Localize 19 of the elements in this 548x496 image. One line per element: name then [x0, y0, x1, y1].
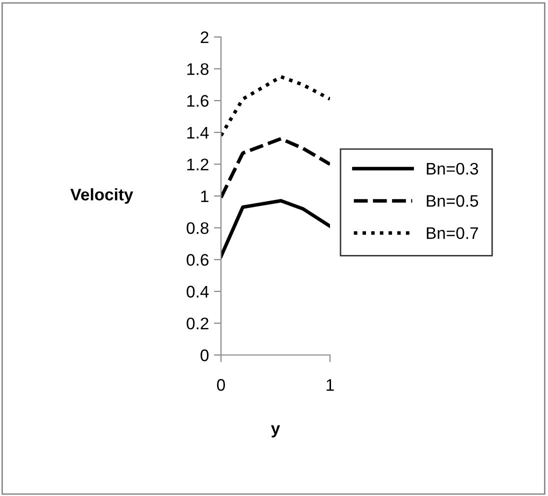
legend-label: Bn=0.3: [426, 162, 478, 175]
y-tick-label: 1.2: [187, 158, 208, 170]
y-tick-label: 1.6: [187, 95, 208, 107]
y-tick-label: 0.6: [186, 254, 208, 266]
line-series: [221, 75, 330, 138]
y-tick-label: 2: [200, 31, 208, 44]
y-tick-label: 1: [201, 190, 208, 202]
y-tick-label: 1.8: [187, 63, 208, 76]
line-series: [221, 199, 330, 258]
y-tick-label: 0.4: [186, 286, 209, 298]
y-tick-label: 0: [200, 349, 209, 362]
y-tick-label: 0.8: [186, 222, 208, 234]
legend-label: Bn=0.5: [426, 195, 478, 207]
y-axis-title: Velocity: [70, 188, 134, 204]
y-tick-label: 1.4: [187, 126, 209, 138]
x-axis-title: y: [270, 425, 280, 438]
legend-label: Bn=0.7: [426, 227, 478, 240]
line-series: [221, 137, 330, 200]
y-tick-label: 0.2: [186, 318, 208, 330]
